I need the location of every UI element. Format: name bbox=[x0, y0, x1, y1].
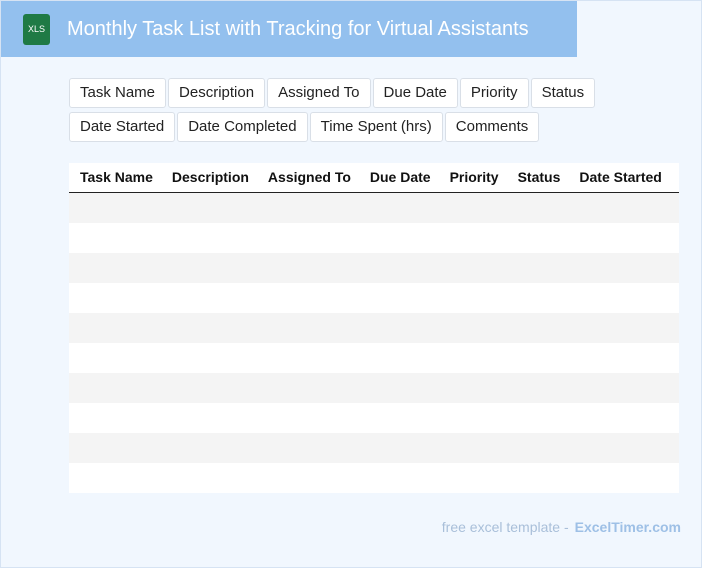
field-tag: Task Name bbox=[69, 78, 167, 108]
file-icon: XLS bbox=[23, 14, 50, 45]
field-tag: Priority bbox=[459, 78, 529, 108]
field-tag: Status bbox=[530, 78, 596, 108]
table-row bbox=[69, 313, 679, 343]
column-header: Status bbox=[517, 169, 561, 185]
field-tag: Assigned To bbox=[267, 78, 371, 108]
table-row bbox=[69, 403, 679, 433]
table-row bbox=[69, 373, 679, 403]
column-header: Date bbox=[670, 163, 679, 192]
field-tag: Comments bbox=[444, 112, 540, 142]
table-row bbox=[69, 343, 679, 373]
field-list: Task Name Description Assigned To Due Date P… bbox=[69, 78, 629, 146]
table-row bbox=[69, 433, 679, 463]
column-header: Assigned To bbox=[267, 169, 351, 185]
footer: free excel template - ExcelTimer.com bbox=[442, 519, 681, 535]
column-header: Description bbox=[171, 169, 249, 185]
footer-link[interactable]: ExcelTimer.com bbox=[574, 519, 681, 535]
table: Task Name Description Assigned To Due Date P… bbox=[69, 163, 679, 493]
field-tag: Date Started bbox=[69, 112, 176, 142]
field-tag: Time Spent (hrs) bbox=[309, 112, 443, 142]
page-title: Monthly Task List with Tracking for Virt… bbox=[67, 18, 529, 40]
table-body bbox=[69, 193, 679, 493]
table-row bbox=[69, 283, 679, 313]
footer-text: free excel template - bbox=[441, 519, 569, 535]
column-header: Task Name bbox=[80, 169, 153, 185]
banner: XLS Monthly Task List with Tracking for … bbox=[1, 1, 577, 57]
table-row bbox=[69, 463, 679, 493]
column-header: Date Started bbox=[579, 169, 662, 185]
field-tag: Due Date bbox=[372, 78, 458, 108]
table-row bbox=[69, 193, 679, 223]
field-tag: Date Completed bbox=[177, 112, 308, 142]
table-row bbox=[69, 223, 679, 253]
field-tag: Description bbox=[168, 78, 266, 108]
column-header: Priority bbox=[449, 169, 499, 185]
table-header: Task Name Description Assigned To Due Date P… bbox=[69, 163, 679, 193]
column-header: Due Date bbox=[369, 169, 431, 185]
table-row bbox=[69, 253, 679, 283]
